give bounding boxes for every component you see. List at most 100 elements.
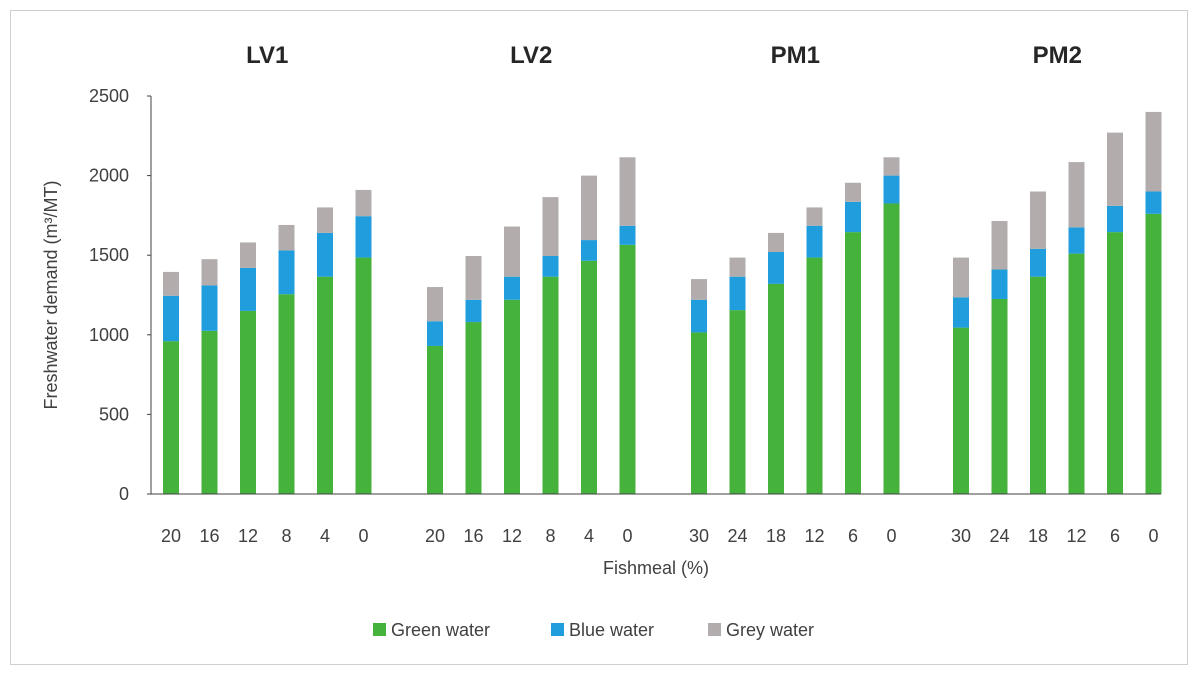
x-tick-label: 4 [320,526,330,546]
bar-green-water [581,260,597,494]
bar-green-water [1068,253,1085,494]
bar-grey-water [845,182,861,202]
bar-grey-water [278,224,295,251]
bar-green-water [883,203,900,494]
bar-green-water [1145,213,1162,495]
bar-green-water [355,257,372,494]
bar-blue-water [845,201,861,233]
bar-grey-water [201,259,218,286]
x-tick-label: 8 [281,526,291,546]
bar-blue-water [355,216,372,258]
y-tick-labels: 0 500 1000 1500 2000 2500 [89,86,129,504]
bar-grey-water [1030,191,1046,249]
x-tick-label: 20 [425,526,445,546]
bar-grey-water [991,220,1008,270]
legend-label: Grey water [726,620,814,640]
x-axis-label: Fishmeal (%) [603,558,709,578]
bar-green-water [991,298,1008,494]
bar-green-water [729,310,746,494]
x-tick-label: 18 [766,526,786,546]
y-tick-label: 2000 [89,166,129,186]
bar-green-water [691,332,707,494]
x-tick-label: 12 [502,526,522,546]
bar-green-water [1107,232,1123,494]
bar-green-water [163,341,179,494]
y-tick-label: 2500 [89,86,129,106]
x-tick-label: 0 [1148,526,1158,546]
bar-grey-water [883,157,900,176]
bar-grey-water [317,207,333,233]
bar-green-water [427,345,443,494]
panel-title: LV2 [510,42,552,69]
legend-label: Green water [391,620,490,640]
bar-blue-water [581,240,597,261]
y-tick-label: 0 [119,484,129,504]
bar-grey-water [729,257,746,277]
y-axis [147,95,152,495]
bar-grey-water [1068,162,1085,228]
x-tick-label: 16 [463,526,483,546]
y-tick-label: 1000 [89,325,129,345]
bar-blue-water [201,285,218,331]
bar-green-water [542,276,559,494]
bar-blue-water [953,297,969,328]
bar-blue-water [1068,227,1085,254]
bar-green-water [201,330,218,494]
x-tick-label: 6 [1110,526,1120,546]
bar-grey-water [581,175,597,241]
bar-grey-water [504,226,520,277]
y-axis-label: Freshwater demand (m³/MT) [41,180,61,409]
bar-blue-water [317,232,333,277]
bar-green-water [278,294,295,494]
bar-green-water [465,322,482,494]
bar-green-water [504,299,520,494]
bar-green-water [317,276,333,494]
bar-green-water [768,283,784,494]
bar-blue-water [163,295,179,342]
x-tick-labels: 20 16 12 8 4 0 20 16 12 8 4 0 30 24 18 12 6 0 30 24 18 12 6 0 [161,526,1159,546]
legend-swatch [373,623,386,636]
panel-title: PM1 [771,42,820,69]
bar-blue-water [427,321,443,346]
bar-green-water [953,327,969,494]
x-tick-label: 24 [989,526,1009,546]
x-tick-label: 12 [238,526,258,546]
bar-blue-water [1030,248,1046,277]
bar-grey-water [427,287,443,322]
bar-grey-water [691,279,707,300]
bar-grey-water [542,197,559,256]
bar-grey-water [1145,111,1162,192]
x-tick-label: 24 [727,526,747,546]
x-tick-label: 20 [161,526,181,546]
bar-grey-water [355,189,372,217]
bar-blue-water [883,175,900,204]
panel-title: LV1 [246,42,288,69]
bar-grey-water [1107,132,1123,206]
x-tick-label: 12 [804,526,824,546]
x-tick-label: 4 [584,526,594,546]
x-tick-label: 30 [951,526,971,546]
y-tick-label: 500 [99,404,129,424]
bar-blue-water [1107,205,1123,233]
bar-blue-water [691,299,707,333]
bar-grey-water [163,271,179,296]
bar-grey-water [806,207,823,226]
bar-blue-water [240,267,256,311]
bar-grey-water [619,157,636,226]
bar-blue-water [768,252,784,284]
legend: Green water Blue water Grey water [373,620,814,640]
bar-green-water [1030,276,1046,494]
legend-label: Blue water [569,620,654,640]
bar-green-water [619,244,636,494]
bar-grey-water [240,242,256,268]
bar-blue-water [542,255,559,277]
x-tick-label: 6 [848,526,858,546]
bar-green-water [845,232,861,494]
legend-swatch [551,623,564,636]
chart-frame: LV1 LV2 PM1 PM2 0 500 1000 1500 2000 2500 Freshw… [10,10,1188,665]
x-tick-label: 16 [199,526,219,546]
x-tick-label: 0 [886,526,896,546]
bar-blue-water [991,269,1008,299]
bar-blue-water [1145,191,1162,214]
